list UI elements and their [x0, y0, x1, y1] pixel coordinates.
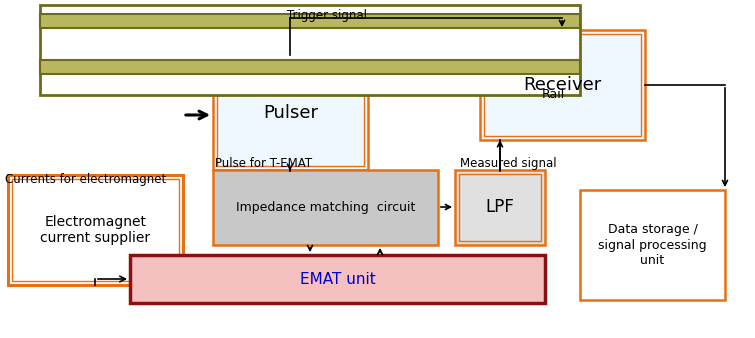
Text: LPF: LPF	[485, 198, 514, 217]
Text: Electromagnet
current supplier: Electromagnet current supplier	[41, 215, 150, 245]
Text: Rail: Rail	[542, 88, 565, 101]
Text: Currents for electromagnet: Currents for electromagnet	[5, 173, 166, 186]
Text: EMAT unit: EMAT unit	[300, 271, 375, 287]
Bar	[130, 255, 545, 303]
Text: Impedance matching  circuit: Impedance matching circuit	[236, 201, 415, 214]
Text: Pulse for T-EMAT: Pulse for T-EMAT	[215, 157, 312, 170]
Bar	[484, 34, 641, 136]
Text: Pulser: Pulser	[263, 103, 318, 121]
Bar	[217, 59, 364, 166]
Text: Data storage /
signal processing
unit: Data storage / signal processing unit	[598, 223, 707, 266]
Text: Measured signal: Measured signal	[460, 157, 556, 170]
Bar	[40, 5, 580, 95]
Bar	[580, 190, 725, 300]
Text: Receiver: Receiver	[523, 76, 602, 94]
Bar	[40, 60, 580, 74]
Bar	[455, 170, 545, 245]
Bar	[480, 30, 645, 140]
Bar	[12, 179, 179, 281]
Bar	[40, 14, 580, 28]
Bar	[459, 174, 541, 241]
Bar	[213, 170, 438, 245]
Bar	[213, 55, 368, 170]
Text: Trigger signal: Trigger signal	[287, 9, 367, 22]
Bar	[8, 175, 183, 285]
